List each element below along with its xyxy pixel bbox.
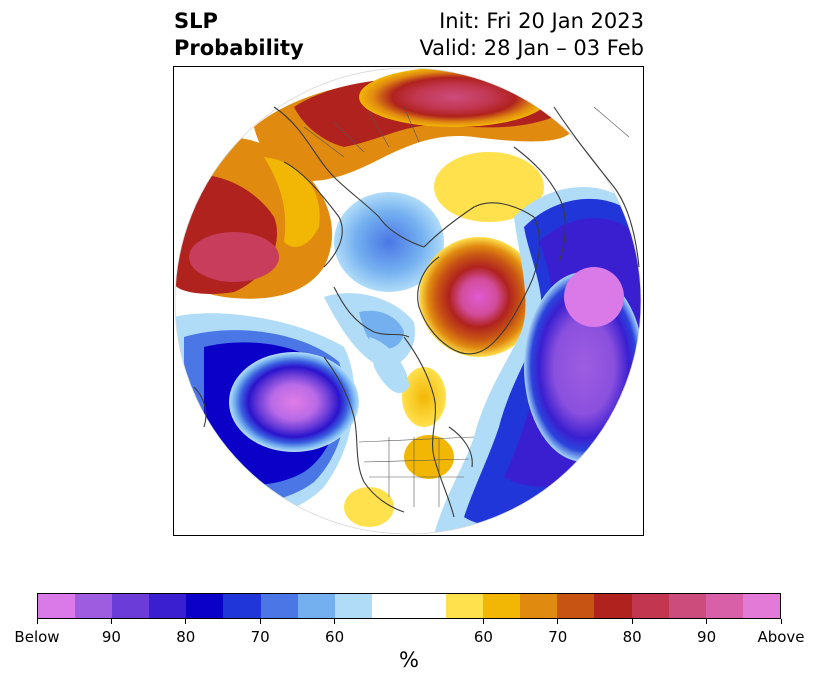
colorbar-unit: % — [399, 648, 419, 672]
colorbar-tick — [557, 619, 559, 624]
colorbar-segment — [149, 594, 187, 618]
init-date: Init: Fri 20 Jan 2023 — [439, 9, 644, 33]
colorbar-tick — [334, 619, 336, 624]
colorbar-tick — [110, 619, 112, 624]
colorbar-tick-label: 90 — [697, 628, 717, 646]
title-variable: SLP — [174, 9, 218, 33]
colorbar-tick — [482, 619, 484, 624]
colorbar-segment — [75, 594, 113, 618]
colorbar-tick-label: Below — [14, 628, 60, 646]
colorbar-segment — [38, 594, 76, 618]
colorbar-tick — [185, 619, 187, 624]
colorbar-segment — [223, 594, 261, 618]
colorbar-segment — [297, 594, 335, 618]
colorbar-tick — [780, 619, 782, 624]
polar-map — [174, 67, 642, 535]
title-right: Init: Fri 20 Jan 2023 Valid: 28 Jan – 03… — [419, 8, 644, 62]
colorbar-segment — [371, 594, 409, 618]
borders — [303, 106, 630, 507]
colorbar-tick — [631, 619, 633, 624]
colorbar-segment — [186, 594, 224, 618]
colorbar-segment — [557, 594, 595, 618]
colorbar-segment — [408, 594, 447, 618]
colorbar-segment — [742, 594, 780, 618]
coastlines — [193, 106, 640, 518]
colorbar-tick-label: 80 — [176, 628, 196, 646]
colorbar-tick — [36, 619, 38, 624]
colorbar-segment — [483, 594, 521, 618]
colorbar-tick-label: Above — [757, 628, 805, 646]
map-panel — [173, 66, 644, 536]
colorbar-segment — [260, 594, 298, 618]
valid-range: Valid: 28 Jan – 03 Feb — [419, 36, 644, 60]
colorbar — [37, 593, 781, 619]
colorbar-segment — [594, 594, 632, 618]
colorbar-segment — [520, 594, 558, 618]
colorbar-tick — [259, 619, 261, 624]
colorbar-segment — [334, 594, 372, 618]
colorbar-tick-label: 70 — [548, 628, 568, 646]
probability-field — [175, 68, 641, 534]
colorbar-segment — [668, 594, 706, 618]
colorbar-segment — [705, 594, 743, 618]
colorbar-tick-label: 90 — [101, 628, 121, 646]
colorbar-tick-label: 80 — [622, 628, 642, 646]
title-subtitle: Probability — [174, 36, 304, 60]
title-left: SLP Probability — [174, 8, 304, 62]
colorbar-segment — [631, 594, 669, 618]
colorbar-tick-label: 60 — [325, 628, 345, 646]
colorbar-tick-label: 70 — [250, 628, 270, 646]
colorbar-tick — [706, 619, 708, 624]
colorbar-tick-label: 60 — [473, 628, 493, 646]
colorbar-segment — [446, 594, 484, 618]
colorbar-segment — [112, 594, 150, 618]
